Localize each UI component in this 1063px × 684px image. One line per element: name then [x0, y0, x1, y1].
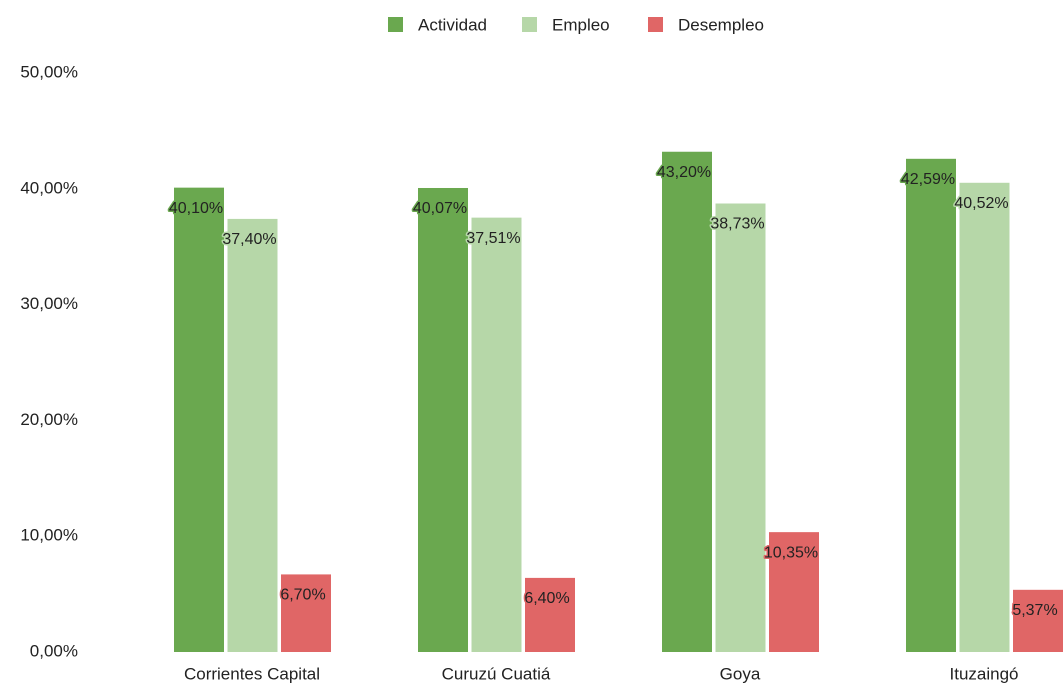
value-label: 38,73% [710, 216, 764, 233]
value-label: 37,40% [222, 231, 276, 248]
y-tick-label: 0,00% [30, 641, 78, 660]
y-tick-label: 10,00% [20, 526, 78, 545]
value-label: 40,10% [169, 200, 223, 217]
y-tick-label: 30,00% [20, 294, 78, 313]
x-tick-label: Curuzú Cuatiá [442, 664, 551, 683]
legend-swatch [648, 17, 663, 32]
value-label: 6,40% [524, 590, 569, 607]
bar [471, 217, 522, 652]
legend-swatch [522, 17, 537, 32]
y-tick-label: 50,00% [20, 62, 78, 81]
y-tick-label: 40,00% [20, 178, 78, 197]
x-tick-label: Goya [720, 664, 761, 683]
bar [662, 151, 712, 652]
bar [281, 574, 331, 652]
bar [769, 532, 819, 652]
value-label: 37,51% [466, 230, 520, 247]
legend-label: Empleo [552, 15, 610, 34]
bar [227, 218, 278, 652]
bar [906, 158, 956, 652]
value-label: 40,52% [954, 195, 1008, 212]
bar [418, 187, 468, 653]
bar [959, 182, 1010, 653]
bar [174, 187, 224, 652]
bar [525, 577, 575, 652]
x-tick-label: Corrientes Capital [184, 664, 320, 683]
value-label: 6,70% [280, 587, 325, 604]
bar [715, 203, 766, 653]
legend-label: Actividad [418, 15, 487, 34]
legend-swatch [388, 17, 403, 32]
legend-label: Desempleo [678, 15, 764, 34]
y-tick-label: 20,00% [20, 410, 78, 429]
bar [1013, 589, 1063, 652]
x-tick-label: Ituzaingó [950, 664, 1019, 683]
value-label: 10,35% [764, 544, 818, 561]
value-label: 43,20% [657, 164, 711, 181]
value-label: 40,07% [413, 200, 467, 217]
value-label: 42,59% [901, 171, 955, 188]
value-label: 5,37% [1012, 602, 1057, 619]
